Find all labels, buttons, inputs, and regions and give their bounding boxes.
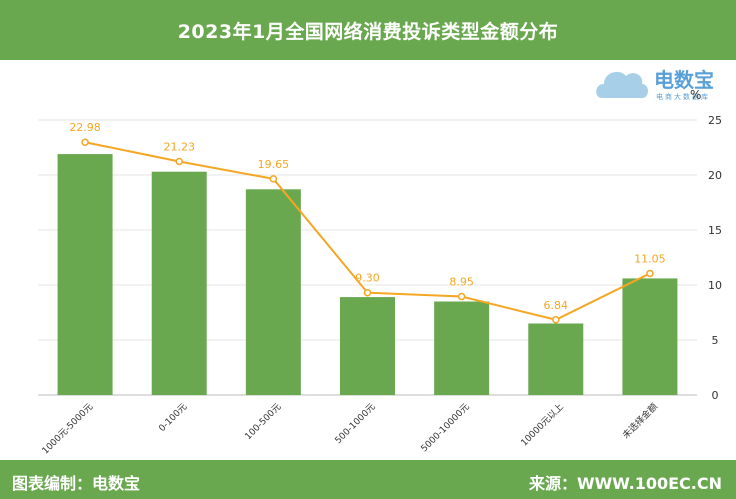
- x-tick-label: 5000-10000元: [420, 402, 472, 454]
- footer-banner: 图表编制：电数宝 来源：WWW.100EC.CN: [0, 460, 736, 499]
- x-tick-label: 0-100元: [157, 402, 189, 434]
- x-tick-label: 1000元-5000元: [41, 402, 95, 456]
- data-label: 6.84: [544, 299, 569, 312]
- bar: [57, 154, 113, 395]
- line-point: [363, 288, 372, 297]
- x-tick-label: 100-500元: [243, 402, 283, 442]
- y-tick-label: 15: [708, 224, 722, 237]
- chart-canvas: 0 5 10 15 20 25 1000元-5000元 0-100元 100-500元 500-1…: [38, 114, 722, 457]
- line-point: [646, 269, 654, 278]
- bar: [528, 323, 584, 395]
- y-axis-unit: %: [690, 88, 702, 102]
- footer-credit: 图表编制：电数宝: [12, 474, 141, 493]
- data-label: 21.23: [163, 140, 195, 153]
- data-label: 9.30: [355, 272, 380, 285]
- y-tick-label: 20: [708, 169, 722, 182]
- bar: [622, 278, 678, 395]
- bar: [151, 171, 207, 395]
- line-point: [175, 157, 183, 166]
- footer-source: 来源：WWW.100EC.CN: [528, 474, 722, 493]
- y-tick-label: 10: [708, 279, 722, 292]
- x-tick-label: 未选择金额: [620, 401, 660, 441]
- x-tick-label: 500-1000元: [334, 402, 378, 446]
- x-tick-label: 10000元以上: [519, 401, 566, 448]
- y-tick-label: 5: [712, 334, 719, 347]
- y-tick-label: 25: [708, 114, 722, 127]
- y-tick-label: 0: [712, 389, 719, 402]
- bar: [245, 189, 301, 395]
- data-label: 22.98: [69, 121, 101, 134]
- logo-subtitle: 电商大数据库: [656, 93, 710, 101]
- data-label: 11.05: [634, 252, 666, 265]
- logo-name: 电数宝: [654, 68, 714, 92]
- chart-title-banner: 2023年1月全国网络消费投诉类型金额分布: [0, 0, 736, 60]
- data-label: 8.95: [449, 276, 474, 289]
- bar: [340, 297, 395, 395]
- line-point: [81, 138, 89, 146]
- line-point: [457, 292, 466, 301]
- line-point: [269, 175, 278, 183]
- line-point: [552, 316, 560, 324]
- data-label: 19.65: [258, 158, 290, 171]
- bar: [434, 301, 490, 395]
- edt-logo-icon: [596, 71, 648, 98]
- chart-title: 2023年1月全国网络消费投诉类型金额分布: [177, 20, 559, 43]
